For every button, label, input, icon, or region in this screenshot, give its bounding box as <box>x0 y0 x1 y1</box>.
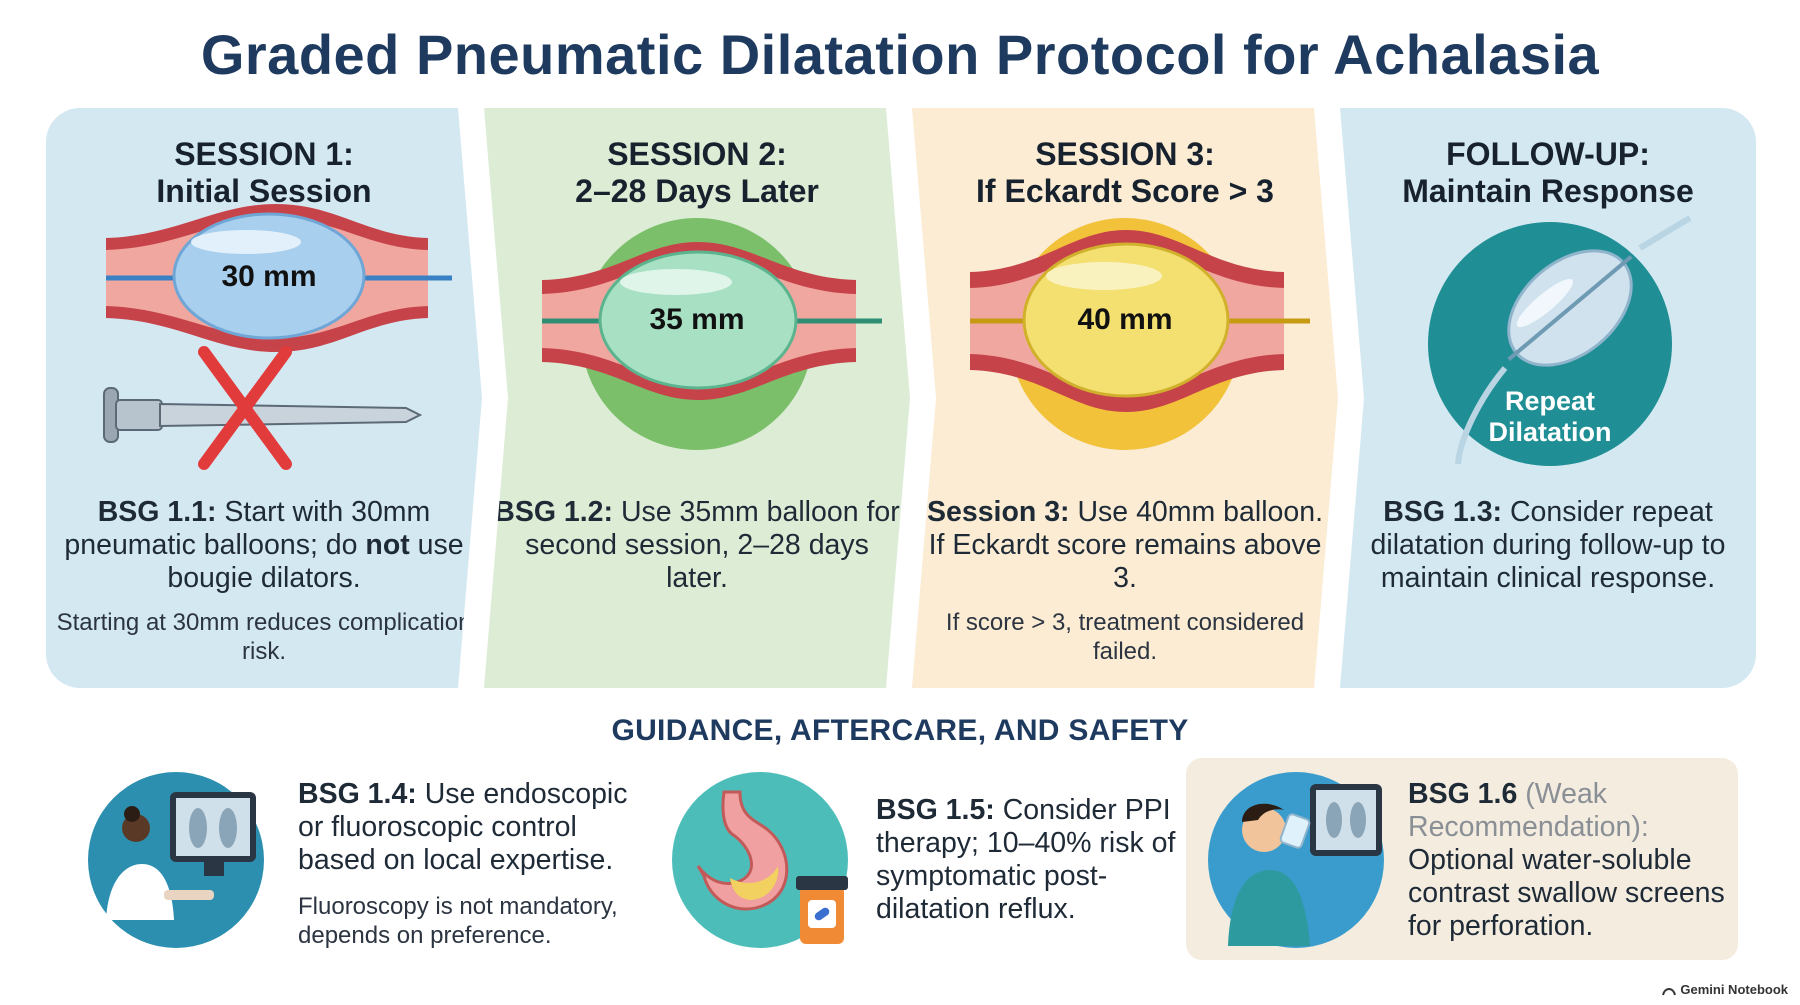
guidance-heading: GUIDANCE, AFTERCARE, AND SAFETY <box>611 714 1189 747</box>
bougie-dilator-icon <box>103 387 423 443</box>
guidance-text: Consider PPI therapy; 10–40% risk of sym… <box>876 794 1176 925</box>
step-heading-line2: Initial Session <box>156 173 372 209</box>
step-arrow <box>886 108 936 688</box>
guidance-item-3-text: BSG 1.6 (Weak Recommendation): Optional … <box>1408 778 1738 943</box>
step-session-3: SESSION 3: If Eckardt Score > 3 40 mm Se… <box>912 108 1338 688</box>
step-heading: SESSION 2: 2–28 Days Later <box>484 136 910 210</box>
step-session-2: SESSION 2: 2–28 Days Later 35 mm BSG 1.2… <box>484 108 910 688</box>
step-note: Starting at 30mm reduces complication ri… <box>56 609 472 665</box>
step-note: If score > 3, treatment considered faile… <box>945 609 1305 665</box>
notebook-icon <box>1662 987 1677 995</box>
step-heading: FOLLOW-UP: Maintain Response <box>1340 136 1756 210</box>
balloon-size-label: 35 mm <box>649 303 745 336</box>
clinician-monitor-icon <box>88 772 264 948</box>
page-title: Graded Pneumatic Dilatation Protocol for… <box>200 23 1600 86</box>
guidance-text: Optional water-soluble contrast swallow … <box>1408 844 1725 942</box>
step-follow-up: FOLLOW-UP: Maintain Response Repeat Dila… <box>1340 108 1756 688</box>
guideline-code: BSG 1.1: <box>97 496 217 528</box>
guideline-code: BSG 1.5: <box>876 794 995 826</box>
guideline-code: BSG 1.4: <box>298 778 417 810</box>
contrast-swallow-icon <box>1208 772 1384 948</box>
step-body: Session 3: Use 40mm balloon. If Eckardt … <box>922 496 1328 595</box>
step-heading-line1: FOLLOW-UP: <box>1446 136 1650 172</box>
guidance-item-2-text: BSG 1.5: Consider PPI therapy; 10–40% ri… <box>876 794 1176 926</box>
recommendation-strength: (Weak Recommendation): <box>1408 778 1649 843</box>
balloon-30mm-illustration <box>103 204 452 470</box>
step-body-text: Use 40mm balloon. If Eckardt score remai… <box>928 496 1323 594</box>
step-heading-line2: 2–28 Days Later <box>575 173 819 209</box>
step-heading-line2: Maintain Response <box>1402 173 1694 209</box>
step-session-1: SESSION 1: Initial Session 30 mm BSG 1.1… <box>46 108 482 688</box>
step-body: BSG 1.1: Start with 30mm pneumatic ballo… <box>56 496 472 595</box>
balloon-size-label: 30 mm <box>221 260 317 293</box>
step-body-text: Use 35mm balloon for second session, 2–2… <box>525 496 900 594</box>
badge-line2: Dilatation <box>1488 417 1612 447</box>
guidance-item-1-text: BSG 1.4: Use endoscopic or fluoroscopic … <box>298 778 638 877</box>
balloon-35mm-illustration <box>542 218 882 450</box>
step-body-text-end: use bougie dilators. <box>167 529 464 594</box>
badge-line1: Repeat <box>1504 386 1596 416</box>
repeat-dilatation-badge: Repeat Dilatation <box>1450 386 1650 448</box>
cross-icon <box>198 346 292 470</box>
balloon-size-label: 40 mm <box>1077 303 1173 336</box>
step-body-text: Consider repeat dilatation during follow… <box>1370 496 1726 594</box>
repeat-dilatation-illustration <box>1428 215 1692 466</box>
step-heading: SESSION 3: If Eckardt Score > 3 <box>912 136 1338 210</box>
step-heading-line1: SESSION 2: <box>607 136 787 172</box>
stomach-ppi-icon <box>672 772 848 948</box>
step-body-text: Start with 30mm pneumatic balloons; do <box>64 496 431 561</box>
brand-text: Gemini Notebook <box>1680 982 1788 997</box>
step-arrow <box>458 108 508 688</box>
protocol-steps: SESSION 1: Initial Session 30 mm BSG 1.1… <box>46 108 1756 688</box>
guideline-code: BSG 1.6 <box>1408 778 1518 810</box>
step-heading-line1: SESSION 3: <box>1035 136 1215 172</box>
step-heading-line2: If Eckardt Score > 3 <box>976 173 1274 209</box>
step-body: BSG 1.3: Consider repeat dilatation duri… <box>1350 496 1746 595</box>
guideline-code: BSG 1.3: <box>1383 496 1503 528</box>
step-arrow <box>1314 108 1364 688</box>
guidance-item-1-note: Fluoroscopy is not mandatory, depends on… <box>298 893 618 949</box>
step-body: BSG 1.2: Use 35mm balloon for second ses… <box>494 496 900 595</box>
guideline-code: BSG 1.2: <box>494 496 614 528</box>
balloon-40mm-illustration <box>970 218 1310 450</box>
step-heading: SESSION 1: Initial Session <box>46 136 482 210</box>
step-heading-line1: SESSION 1: <box>174 136 354 172</box>
guideline-code: Session 3: <box>926 496 1070 528</box>
emphasis-text: not <box>365 529 410 561</box>
guidance-text: Use endoscopic or fluoroscopic control b… <box>298 778 628 876</box>
brand-watermark: Gemini Notebook <box>1662 982 1788 997</box>
